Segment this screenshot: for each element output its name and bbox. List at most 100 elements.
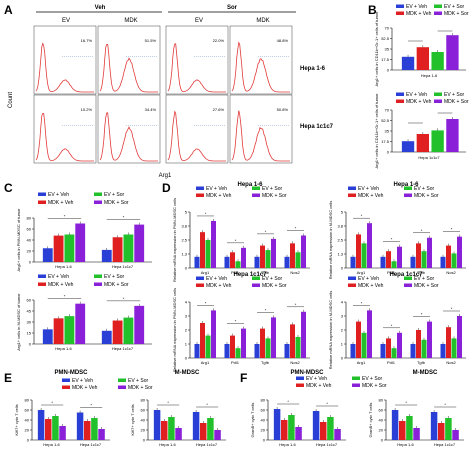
y-axis-label: Arg1+ cells in CD11b+Gr-1+ cells of tumo… [374, 93, 379, 169]
sig-star: * [361, 300, 363, 305]
chart-title: Hepa 1c1c7 [233, 272, 267, 278]
bar [75, 223, 86, 262]
histogram-curve [35, 113, 94, 162]
y-axis-label: Relative mRNA expression in M-MDSC cells [328, 201, 333, 279]
bar [427, 237, 432, 268]
bar [175, 428, 182, 440]
legend-label: EV + Sor [414, 186, 434, 192]
x-tick-label: Hepa 1c1c7 [196, 442, 218, 447]
bar [451, 253, 457, 268]
legend-swatch [404, 193, 412, 197]
bar [161, 421, 168, 440]
y-axis-label: Ki67+ cyto T cells [130, 404, 135, 435]
legend-label: MDK + Veh [306, 383, 332, 389]
bar [334, 429, 341, 440]
histogram-curve [167, 43, 226, 93]
y-tick-label: 60 [25, 408, 30, 413]
y-tick-label: 40 [379, 418, 384, 423]
y-tick-label: 0 [27, 438, 30, 443]
bar [361, 332, 367, 358]
bar [273, 409, 281, 440]
legend-label: EV + Sor [414, 276, 434, 282]
bar [397, 246, 402, 268]
legend-swatch [94, 274, 102, 278]
bar [91, 418, 98, 440]
legend-label: EV + Veh [406, 92, 427, 98]
y-tick-label: 2.5 [337, 238, 343, 243]
legend-label: MDK + Sor [104, 282, 129, 288]
legend-swatch [118, 378, 126, 382]
y-axis-label: Arg1+ cells in M-MDSC of tumor [16, 293, 21, 351]
bar [211, 220, 216, 268]
svg-text:MDK: MDK [256, 18, 269, 24]
sig-star: * [235, 319, 237, 324]
sig-star: * [295, 226, 297, 231]
chart-title: PMN-MDSC [291, 370, 325, 376]
bar [98, 429, 105, 440]
svg-text:EV: EV [62, 18, 70, 24]
y-tick-label: 80 [261, 398, 266, 403]
legend-swatch [38, 274, 46, 278]
legend-label: MDK + Veh [206, 193, 232, 199]
chart-c1: 0 20 40 60 80 Arg1+ cells in PMN-MDSC of tumo… [16, 208, 152, 272]
bar [380, 344, 386, 358]
bar [230, 335, 235, 358]
y-tick-label: 17.5 [381, 139, 390, 144]
histogram-curve [99, 44, 158, 93]
bar [410, 344, 416, 358]
bar [260, 328, 265, 358]
bar [399, 421, 406, 440]
bar [205, 240, 211, 268]
bar [350, 256, 356, 268]
y-tick-label: 2 [185, 328, 188, 333]
gate-percentage: 34.4% [145, 107, 157, 112]
x-axis-label: Hepa 1-6 [421, 73, 438, 78]
x-tick-label: Hepa 1-6 [55, 346, 72, 351]
bar [367, 310, 372, 358]
x-tick-label: Tgfb [417, 270, 426, 275]
flow-plot-frame [229, 25, 293, 95]
y-tick-label: 52.5 [381, 36, 390, 41]
gate-percentage: 50.8% [277, 107, 289, 112]
bar [254, 256, 260, 268]
bar [440, 256, 446, 268]
bar [356, 321, 361, 358]
bar [451, 338, 457, 358]
sig-star: * [391, 323, 393, 328]
y-tick-label: 45 [27, 309, 32, 314]
legend-label: MDK + Veh [406, 11, 432, 17]
svg-text:EV: EV [195, 18, 203, 24]
x-tick-label: Hepa 1c1c7 [80, 442, 102, 447]
y-tick-label: 0 [185, 266, 188, 271]
sig-star: * [361, 213, 363, 218]
bar [438, 423, 445, 440]
legend-swatch [94, 282, 102, 286]
sig-star: * [167, 400, 169, 405]
chart-title: Hepa 1-6 [237, 182, 263, 188]
legend-swatch [94, 192, 102, 196]
legend-swatch [252, 283, 260, 287]
bar [452, 430, 459, 440]
bar [446, 245, 451, 268]
legend-label: MDK + Sor [444, 99, 469, 105]
bar [59, 426, 66, 440]
legend-swatch [348, 276, 356, 280]
sig-star: * [206, 402, 208, 407]
y-tick-label: 1 [341, 342, 344, 347]
y-tick-label: 15 [27, 331, 32, 336]
bar [75, 303, 86, 344]
y-axis-label: Relative mRNA expression in PMN-MDSC cel… [172, 198, 177, 282]
y-tick-label: 80 [141, 398, 146, 403]
bar [271, 317, 276, 358]
y-axis-label: GranB+ cyto T cells [368, 403, 373, 438]
y-tick-label: 40 [25, 418, 30, 423]
sig-star: * [64, 294, 66, 299]
x-tick-label: Arg1 [357, 270, 366, 275]
y-tick-label: 0 [387, 150, 390, 155]
legend-swatch [396, 99, 404, 103]
legend-swatch [38, 200, 46, 204]
legend-label: MDK + Sor [414, 283, 439, 289]
y-tick-label: 60 [379, 408, 384, 413]
bar [84, 421, 91, 440]
flow-plot-frame [165, 94, 229, 164]
